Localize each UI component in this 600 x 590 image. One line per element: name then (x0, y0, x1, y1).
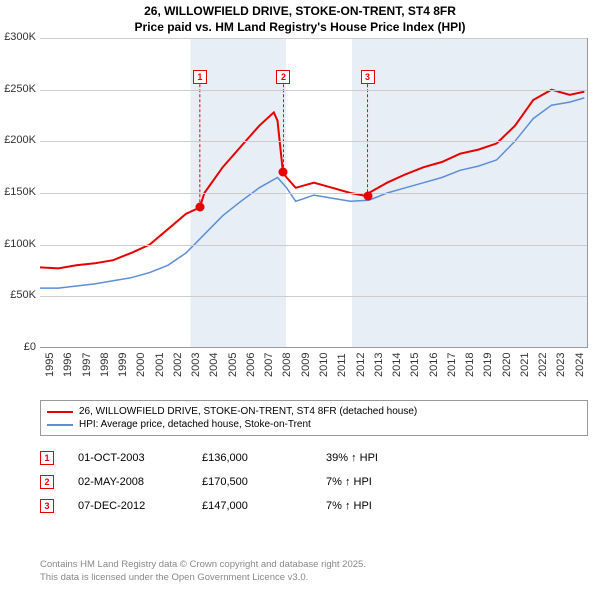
table-row: 2 02-MAY-2008 £170,500 7% ↑ HPI (40, 470, 588, 494)
legend-label: 26, WILLOWFIELD DRIVE, STOKE-ON-TRENT, S… (79, 406, 417, 417)
x-axis-label: 2023 (555, 353, 567, 377)
chart-marker: 3 (361, 70, 375, 84)
table-row: 3 07-DEC-2012 £147,000 7% ↑ HPI (40, 494, 588, 518)
x-axis-label: 2010 (318, 353, 330, 377)
row-price: £170,500 (202, 476, 302, 488)
x-axis-label: 2013 (373, 353, 385, 377)
chart-container: 26, WILLOWFIELD DRIVE, STOKE-ON-TRENT, S… (0, 0, 600, 590)
row-delta: 39% ↑ HPI (326, 452, 426, 464)
chart-title: 26, WILLOWFIELD DRIVE, STOKE-ON-TRENT, S… (0, 0, 600, 35)
legend-item: 26, WILLOWFIELD DRIVE, STOKE-ON-TRENT, S… (47, 405, 581, 418)
row-date: 01-OCT-2003 (78, 452, 178, 464)
y-axis-label: £250K (0, 83, 36, 95)
x-axis-label: 2006 (245, 353, 257, 377)
x-axis-label: 2003 (190, 353, 202, 377)
footer-line-1: Contains HM Land Registry data © Crown c… (40, 559, 366, 571)
row-marker: 2 (40, 475, 54, 489)
footer-line-2: This data is licensed under the Open Gov… (40, 572, 366, 584)
x-axis-label: 2017 (446, 353, 458, 377)
row-marker: 1 (40, 451, 54, 465)
y-axis-label: £100K (0, 238, 36, 250)
row-delta: 7% ↑ HPI (326, 500, 426, 512)
x-axis-label: 2012 (355, 353, 367, 377)
chart-dot (279, 167, 288, 176)
x-axis-label: 2004 (208, 353, 220, 377)
x-axis-label: 2002 (172, 353, 184, 377)
row-date: 07-DEC-2012 (78, 500, 178, 512)
x-axis-label: 2015 (409, 353, 421, 377)
chart-dot (363, 192, 372, 201)
x-axis-label: 2000 (135, 353, 147, 377)
legend: 26, WILLOWFIELD DRIVE, STOKE-ON-TRENT, S… (40, 400, 588, 436)
x-axis-label: 1999 (117, 353, 129, 377)
row-delta: 7% ↑ HPI (326, 476, 426, 488)
y-axis-label: £200K (0, 134, 36, 146)
x-axis-label: 2018 (464, 353, 476, 377)
y-axis-label: £150K (0, 186, 36, 198)
chart-marker: 2 (276, 70, 290, 84)
x-axis-label: 2007 (263, 353, 275, 377)
x-axis-label: 1995 (44, 353, 56, 377)
legend-item: HPI: Average price, detached house, Stok… (47, 418, 581, 431)
title-line-1: 26, WILLOWFIELD DRIVE, STOKE-ON-TRENT, S… (0, 4, 600, 20)
y-axis-label: £300K (0, 31, 36, 43)
x-axis-label: 2016 (428, 353, 440, 377)
x-axis-label: 2019 (482, 353, 494, 377)
row-price: £147,000 (202, 500, 302, 512)
x-axis-label: 1996 (62, 353, 74, 377)
x-axis-label: 2011 (336, 353, 348, 377)
x-axis-label: 1998 (99, 353, 111, 377)
plot-area: £0£50K£100K£150K£200K£250K£300K199519961… (40, 38, 588, 348)
x-axis-label: 2024 (574, 353, 586, 377)
sales-table: 1 01-OCT-2003 £136,000 39% ↑ HPI 2 02-MA… (40, 446, 588, 518)
legend-label: HPI: Average price, detached house, Stok… (79, 419, 311, 430)
x-axis-label: 2021 (519, 353, 531, 377)
chart-area: £0£50K£100K£150K£200K£250K£300K199519961… (40, 38, 588, 386)
y-axis-label: £0 (0, 341, 36, 353)
x-axis-label: 2005 (227, 353, 239, 377)
y-axis-label: £50K (0, 289, 36, 301)
x-axis-label: 1997 (81, 353, 93, 377)
x-axis-label: 2020 (501, 353, 513, 377)
footer: Contains HM Land Registry data © Crown c… (40, 559, 366, 584)
x-axis-label: 2001 (154, 353, 166, 377)
row-price: £136,000 (202, 452, 302, 464)
title-line-2: Price paid vs. HM Land Registry's House … (0, 20, 600, 36)
x-axis-label: 2008 (281, 353, 293, 377)
legend-swatch (47, 411, 73, 413)
table-row: 1 01-OCT-2003 £136,000 39% ↑ HPI (40, 446, 588, 470)
x-axis-label: 2014 (391, 353, 403, 377)
chart-dot (195, 203, 204, 212)
row-date: 02-MAY-2008 (78, 476, 178, 488)
x-axis-label: 2022 (537, 353, 549, 377)
legend-swatch (47, 424, 73, 426)
chart-marker: 1 (193, 70, 207, 84)
x-axis-label: 2009 (300, 353, 312, 377)
row-marker: 3 (40, 499, 54, 513)
